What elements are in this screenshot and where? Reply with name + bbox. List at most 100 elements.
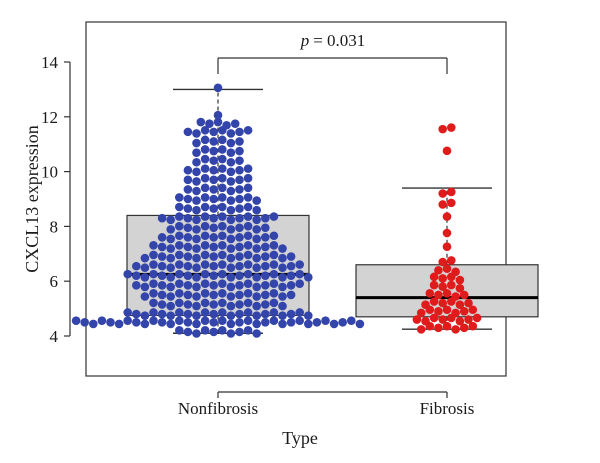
data-point — [209, 127, 218, 137]
data-point — [183, 213, 193, 223]
data-point — [269, 298, 279, 308]
data-point — [218, 269, 227, 279]
data-point — [200, 125, 210, 135]
data-point — [261, 242, 270, 252]
data-point — [429, 313, 439, 323]
data-point — [218, 183, 227, 193]
data-point — [438, 274, 448, 283]
data-point — [451, 308, 460, 318]
data-point — [226, 205, 236, 215]
data-point — [200, 221, 210, 231]
data-point — [149, 241, 158, 250]
data-point — [106, 318, 115, 327]
data-point — [200, 212, 210, 221]
y-tick-label: 14 — [41, 53, 59, 72]
data-point — [442, 242, 452, 252]
y-tick-label: 4 — [50, 327, 59, 346]
data-point — [442, 228, 452, 238]
data-point — [243, 202, 253, 212]
data-point — [149, 279, 158, 289]
data-point — [166, 319, 175, 329]
data-point — [209, 194, 218, 204]
data-point — [149, 250, 158, 260]
data-point — [97, 316, 107, 326]
data-point — [455, 316, 465, 326]
boxes — [126, 88, 539, 334]
data-point — [209, 233, 218, 242]
data-point — [243, 316, 253, 326]
y-tick-label: 10 — [41, 163, 58, 182]
data-point — [243, 164, 253, 173]
data-point — [235, 185, 244, 194]
data-point — [218, 164, 227, 173]
data-point — [468, 321, 478, 331]
data-point — [175, 325, 184, 335]
data-point — [149, 260, 158, 269]
data-point — [157, 242, 167, 252]
data-point — [175, 289, 184, 298]
data-point — [295, 260, 305, 269]
data-point — [252, 225, 261, 234]
data-point — [183, 127, 193, 137]
data-point — [209, 318, 218, 327]
data-point — [269, 212, 279, 221]
data-point — [218, 173, 227, 183]
data-point — [192, 253, 201, 263]
data-point — [149, 308, 158, 317]
data-point — [459, 307, 469, 316]
y-axis-title: CXCL13 expression — [22, 125, 42, 273]
data-point — [278, 292, 287, 301]
data-point — [175, 241, 184, 250]
data-point — [205, 119, 214, 128]
data-point — [209, 281, 218, 290]
data-point — [286, 271, 296, 281]
data-point — [192, 282, 201, 292]
data-point — [192, 292, 201, 301]
data-point — [192, 177, 201, 186]
data-point — [347, 316, 356, 326]
data-point — [183, 318, 193, 327]
data-point — [235, 146, 244, 156]
data-point — [243, 279, 253, 289]
points-fibrosis — [412, 123, 482, 334]
data-point — [226, 129, 236, 138]
data-point — [218, 145, 227, 154]
data-point — [243, 289, 253, 298]
data-point — [278, 253, 287, 263]
data-point — [252, 282, 261, 292]
data-point — [286, 318, 296, 327]
data-point — [226, 157, 236, 167]
data-point — [464, 298, 473, 308]
data-point — [166, 234, 175, 244]
data-point — [200, 173, 210, 183]
data-point — [175, 260, 184, 269]
data-point — [192, 301, 201, 311]
data-point — [295, 308, 305, 317]
data-point — [243, 125, 253, 135]
data-point — [140, 273, 150, 282]
data-point — [192, 263, 201, 273]
x-tick-label: Fibrosis — [420, 399, 475, 418]
data-point — [157, 309, 167, 319]
x-axis-title: Type — [282, 428, 318, 448]
p-value: = 0.031 — [313, 31, 365, 50]
data-point — [261, 290, 270, 300]
data-point — [421, 300, 430, 310]
data-point — [261, 309, 270, 319]
data-point — [140, 263, 150, 273]
data-point — [226, 319, 236, 329]
data-point — [200, 316, 210, 326]
data-point — [442, 305, 452, 315]
data-point — [252, 319, 261, 329]
data-point — [455, 300, 465, 310]
data-point — [183, 175, 193, 185]
data-point — [192, 244, 201, 253]
data-point — [71, 316, 81, 326]
data-point — [304, 319, 313, 329]
data-point — [192, 273, 201, 282]
data-point — [438, 189, 448, 198]
p-value-annotation: p = 0.031 — [300, 31, 366, 50]
data-point — [166, 301, 175, 311]
data-point — [252, 263, 261, 273]
